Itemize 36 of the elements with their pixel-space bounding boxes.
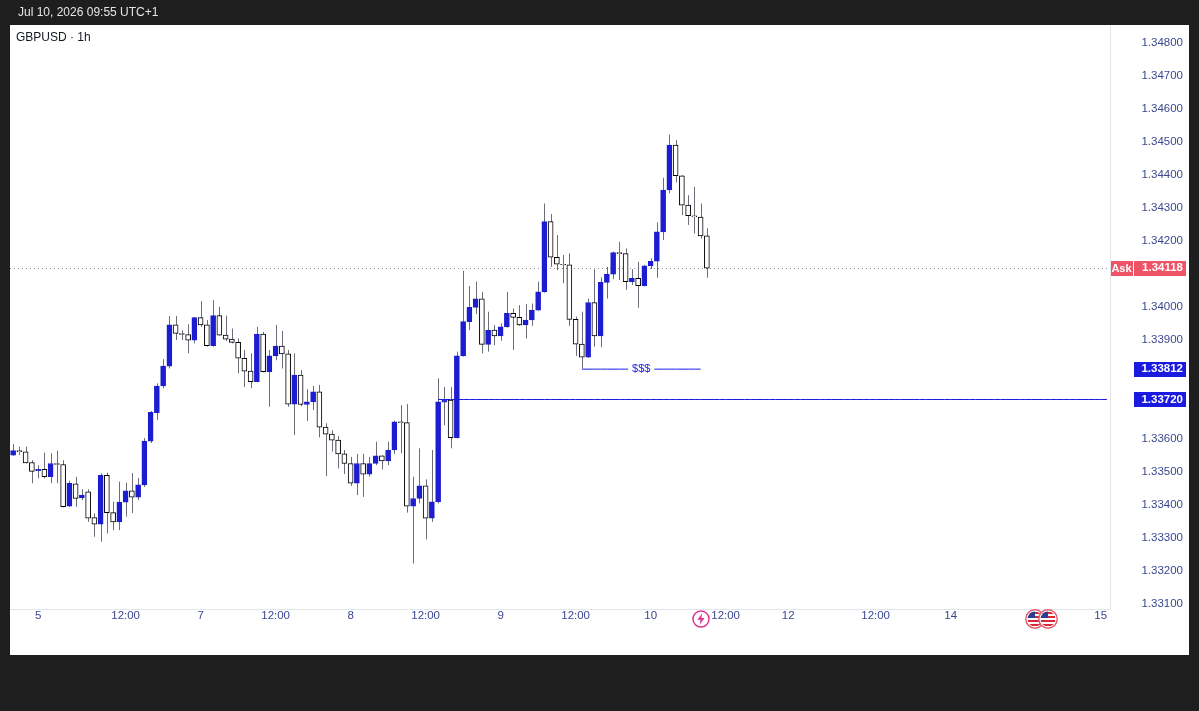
x-tick-label: 15 <box>1094 609 1108 622</box>
x-tick-label: 12:00 <box>111 609 141 622</box>
y-tick-label: 1.33812 <box>1141 362 1183 375</box>
x-tick-label: 12:00 <box>261 609 291 622</box>
y-tick-label: 1.34300 <box>1141 201 1183 214</box>
y-tick-label: 1.33100 <box>1141 597 1183 610</box>
x-tick-label: 12 <box>781 609 795 622</box>
x-tick-label: 12:00 <box>561 609 591 622</box>
x-tick-label: 12:00 <box>861 609 891 622</box>
x-tick-label: 12:00 <box>711 609 741 622</box>
y-tick-label: 1.34400 <box>1141 168 1183 181</box>
x-tick-label: 7 <box>197 609 204 622</box>
y-tick-label: 1.33200 <box>1141 564 1183 577</box>
y-tick-label: 1.33600 <box>1141 432 1183 445</box>
x-tick-label: 5 <box>34 609 42 622</box>
y-tick-label: 1.34118 <box>1142 261 1184 274</box>
y-tick-label: 1.33500 <box>1141 465 1183 478</box>
y-tick-label: 1.34200 <box>1141 234 1183 247</box>
ref-line-label: Ask <box>1111 262 1133 275</box>
y-tick-label: 1.33900 <box>1141 333 1183 346</box>
y-tick-label: 1.33720 <box>1141 392 1183 405</box>
y-tick-label: 1.34500 <box>1141 135 1183 148</box>
x-tick-label: 12:00 <box>411 609 441 622</box>
y-tick-label: 1.33400 <box>1141 498 1183 511</box>
y-tick-label: 1.33300 <box>1141 531 1183 544</box>
y-tick-label: 1.34700 <box>1141 69 1183 82</box>
y-tick-label: 1.34000 <box>1141 300 1183 313</box>
x-tick-label: 9 <box>497 609 504 622</box>
x-tick-label: 10 <box>644 609 658 622</box>
y-tick-label: 1.34800 <box>1141 36 1183 49</box>
candlestick <box>260 331 266 373</box>
chart-title: GBPUSD · 1h <box>16 30 91 44</box>
y-tick-label: 1.34600 <box>1141 102 1183 115</box>
chart-subtitle: Jul 10, 2026 09:55 UTC+1 <box>18 5 159 19</box>
x-tick-label: 14 <box>944 609 958 622</box>
x-tick-label: 8 <box>347 609 354 622</box>
